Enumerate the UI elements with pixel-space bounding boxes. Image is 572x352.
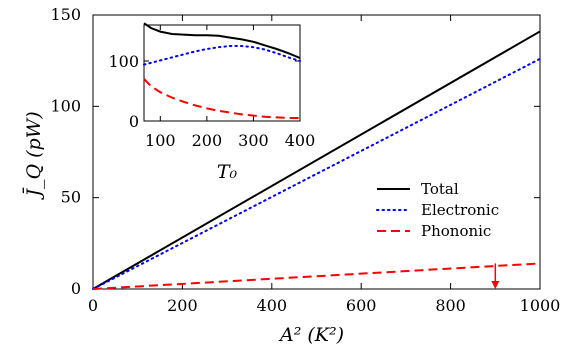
inset-y-tick-label-1: 100 xyxy=(108,52,139,71)
inset-x-tick-label-3: 400 xyxy=(285,131,316,150)
inset-x-tick-label-0: 100 xyxy=(145,131,176,150)
annotation-arrow-head xyxy=(491,281,500,289)
legend-label-phononic: Phononic xyxy=(421,222,491,240)
x-tick-label-0: 0 xyxy=(88,296,98,315)
x-tick-label-4: 800 xyxy=(435,296,466,315)
plot-frame xyxy=(92,14,541,290)
x-tick-label-5: 1000 xyxy=(520,296,561,315)
inset-x-tick-label-1: 200 xyxy=(192,131,223,150)
series-line-electronic xyxy=(92,57,541,290)
legend-label-total: Total xyxy=(421,180,459,198)
y-tick-label-2: 100 xyxy=(50,96,81,115)
inset-frame xyxy=(143,24,301,122)
inset-x-tick-label-2: 300 xyxy=(238,131,269,150)
inset-series-line-total xyxy=(143,22,301,59)
y-tick-label-1: 50 xyxy=(61,188,81,207)
inset-x-axis-title: T₀ xyxy=(217,161,238,183)
x-tick-label-2: 400 xyxy=(257,296,288,315)
y-tick-label-0: 0 xyxy=(71,279,81,298)
y-tick-label-3: 150 xyxy=(50,5,81,24)
legend: Total Electronic Phononic xyxy=(376,180,499,240)
legend-label-electronic: Electronic xyxy=(421,201,499,219)
x-axis-title: A² (K²) xyxy=(278,324,344,346)
inset-y-tick-label-0: 0 xyxy=(129,112,139,131)
inset-series-line-electronic xyxy=(143,45,301,66)
x-tick-label-3: 600 xyxy=(346,296,377,315)
series-line-total xyxy=(92,30,541,290)
series-line-phononic xyxy=(92,262,541,290)
y-axis-title: J̄_Q (pW) xyxy=(22,111,45,200)
inset-plot: 100 200 300 400 0 100 xyxy=(108,22,316,150)
x-tick-label-1: 200 xyxy=(167,296,198,315)
